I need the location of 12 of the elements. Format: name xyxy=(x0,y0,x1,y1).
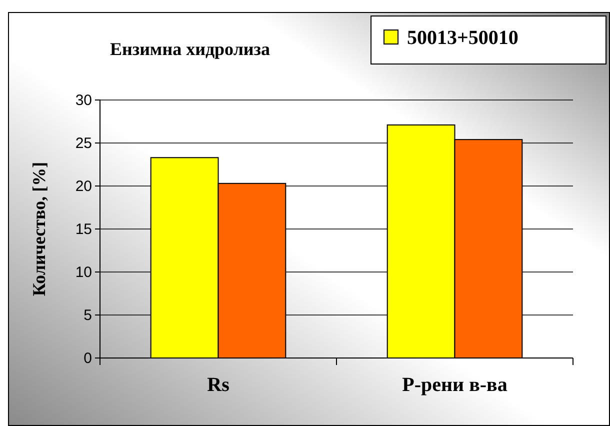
y-tick-label: 10 xyxy=(75,264,92,281)
y-tick-label: 25 xyxy=(75,134,92,152)
legend-label: 50013+50010 xyxy=(407,27,518,49)
y-tick-label: 5 xyxy=(84,306,92,324)
y-tick-label: 0 xyxy=(84,350,92,367)
y-tick-label: 30 xyxy=(75,92,92,109)
y-axis-title: Количество, [%] xyxy=(29,162,49,296)
x-tick-label: P-рени в-ва xyxy=(402,374,508,396)
y-tick-label: 15 xyxy=(75,220,92,238)
chart-title: Ензимна хидролиза xyxy=(110,39,270,59)
x-tick-label: Rs xyxy=(207,374,230,396)
y-tick-label: 20 xyxy=(75,178,92,195)
